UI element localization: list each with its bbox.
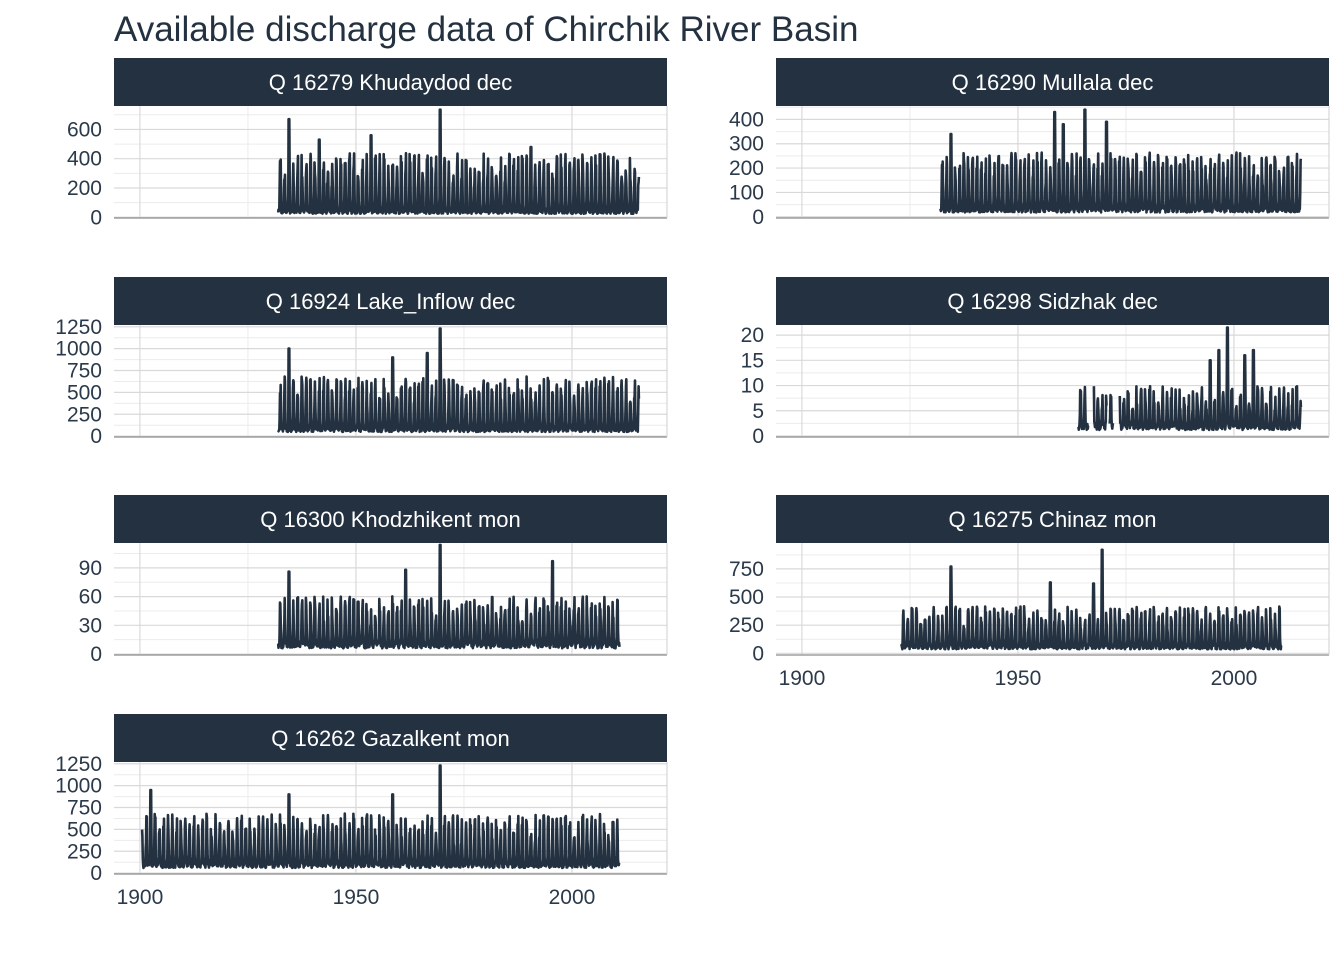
y-tick-label: 10 xyxy=(741,375,764,398)
y-tick-label: 250 xyxy=(729,614,764,637)
facet-strip-label: Q 16262 Gazalkent mon xyxy=(271,726,509,751)
facet-panel: Q 16275 Chinaz mon 0 250 500 750 1900 1950 2000 xyxy=(729,495,1330,690)
y-tick-label: 750 xyxy=(729,558,764,581)
series-line xyxy=(276,108,641,215)
x-tick-label: 2000 xyxy=(1211,667,1258,690)
facet-panel: Q 16300 Khodzhikent mon 0 30 60 90 xyxy=(79,495,668,666)
facet-strip-label: Q 16924 Lake_Inflow dec xyxy=(266,289,516,314)
facet-strip-label: Q 16279 Khudaydod dec xyxy=(269,70,512,95)
y-tick-label: 0 xyxy=(90,862,102,885)
y-tick-label: 60 xyxy=(79,586,102,609)
series-line xyxy=(900,548,1283,651)
x-tick-label: 1950 xyxy=(995,667,1042,690)
x-tick-label: 1950 xyxy=(333,886,380,909)
facet-panel: Q 16279 Khudaydod dec 0 200 400 600 xyxy=(67,58,668,229)
y-tick-label: 0 xyxy=(90,643,102,666)
facet-strip xyxy=(114,495,667,543)
y-tick-label: 30 xyxy=(79,614,102,637)
y-tick-label: 0 xyxy=(752,425,764,448)
y-tick-label: 250 xyxy=(67,403,102,426)
y-tick-label: 90 xyxy=(79,557,102,580)
y-tick-label: 0 xyxy=(90,425,102,448)
y-tick-label: 5 xyxy=(752,400,764,423)
facet-strip xyxy=(114,58,667,106)
y-tick-label: 750 xyxy=(67,797,102,820)
chart-title: Available discharge data of Chirchik Riv… xyxy=(114,10,859,49)
y-tick-label: 300 xyxy=(729,133,764,156)
facet-strip xyxy=(776,58,1329,106)
series-line xyxy=(277,327,641,434)
y-tick-label: 1250 xyxy=(55,316,102,339)
y-tick-label: 20 xyxy=(741,324,764,347)
y-tick-label: 0 xyxy=(752,642,764,665)
y-tick-label: 750 xyxy=(67,360,102,383)
y-tick-label: 0 xyxy=(752,206,764,229)
facet-strip-label: Q 16290 Mullala dec xyxy=(952,70,1154,95)
y-tick-label: 100 xyxy=(729,181,764,204)
series-line xyxy=(1077,326,1303,432)
x-tick-label: 1900 xyxy=(117,886,164,909)
facet-panel: Q 16924 Lake_Inflow dec 02505007501000125… xyxy=(55,277,668,448)
y-tick-label: 500 xyxy=(67,818,102,841)
facet-strip-label: Q 16298 Sidzhak dec xyxy=(947,289,1157,314)
y-tick-label: 200 xyxy=(67,177,102,200)
y-tick-label: 1250 xyxy=(55,753,102,776)
y-tick-label: 1000 xyxy=(55,338,102,361)
facet-strip xyxy=(776,495,1329,543)
y-tick-label: 600 xyxy=(67,118,102,141)
y-tick-label: 500 xyxy=(729,586,764,609)
facet-strip xyxy=(114,714,667,762)
y-tick-label: 200 xyxy=(729,157,764,180)
y-tick-label: 0 xyxy=(90,206,102,229)
facet-strip xyxy=(776,277,1329,325)
series-line xyxy=(276,543,621,650)
facet-strip-label: Q 16275 Chinaz mon xyxy=(949,507,1157,532)
facet-strip xyxy=(114,277,667,325)
y-tick-label: 400 xyxy=(729,108,764,131)
y-tick-label: 400 xyxy=(67,148,102,171)
series-line xyxy=(140,764,621,870)
y-tick-label: 1000 xyxy=(55,775,102,798)
x-tick-label: 1900 xyxy=(779,667,826,690)
facet-strip-label: Q 16300 Khodzhikent mon xyxy=(260,507,521,532)
y-tick-label: 250 xyxy=(67,840,102,863)
x-tick-label: 2000 xyxy=(549,886,596,909)
series-line xyxy=(939,108,1303,214)
y-tick-label: 500 xyxy=(67,381,102,404)
y-tick-label: 15 xyxy=(741,349,764,372)
